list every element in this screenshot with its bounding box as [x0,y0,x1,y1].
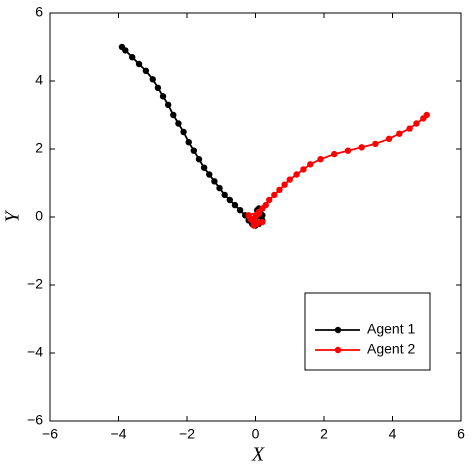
point [420,115,427,122]
y-tick-label: 4 [35,72,43,88]
legend-marker [334,346,342,354]
point [276,186,283,193]
point [206,171,213,178]
point [406,125,413,132]
point [200,164,208,171]
point [195,156,203,163]
point [259,218,266,226]
x-tick-label: 6 [457,426,465,442]
legend-label: Agent 1 [367,321,415,337]
y-tick-label: 6 [35,4,43,20]
point [300,166,307,173]
point [396,130,403,137]
point [271,191,278,199]
y-tick-label: −6 [27,412,43,428]
y-tick-label: −2 [27,276,43,292]
point [247,215,254,222]
point [190,147,198,154]
point [211,178,218,185]
point [307,161,314,168]
point [122,47,129,54]
point [129,54,136,61]
point [149,76,156,83]
point [286,176,293,183]
y-tick-label: 2 [35,140,43,156]
point [175,120,182,127]
x-tick-label: −2 [179,426,195,442]
point [226,196,234,204]
point [372,140,379,148]
point [221,191,228,199]
point [317,156,324,163]
point [142,67,150,75]
point [216,184,223,192]
point [236,207,244,214]
point [159,93,167,100]
point [164,101,172,109]
point [413,120,420,127]
legend-box [304,292,431,371]
point [180,128,187,136]
point [170,111,177,119]
point [266,196,273,204]
legend-marker [334,326,342,334]
point [231,201,239,209]
y-tick-label: 0 [35,208,43,224]
point [281,181,288,188]
point [255,208,263,216]
x-tick-label: 2 [320,426,328,442]
x-axis-label: X [251,444,265,466]
y-tick-label: −4 [27,344,43,360]
point [135,60,143,68]
point [250,222,257,229]
point [154,84,162,92]
x-tick-label: −6 [42,426,58,442]
point [331,150,338,158]
point [344,147,352,154]
point [293,171,300,178]
x-tick-label: 0 [252,426,260,442]
x-tick-label: 4 [389,426,397,442]
y-axis-label: Y [2,210,24,223]
point [358,144,365,151]
x-tick-label: −4 [111,426,127,442]
series-line [121,46,264,227]
point [185,139,192,146]
legend-label: Agent 2 [367,341,415,357]
point [385,135,393,142]
